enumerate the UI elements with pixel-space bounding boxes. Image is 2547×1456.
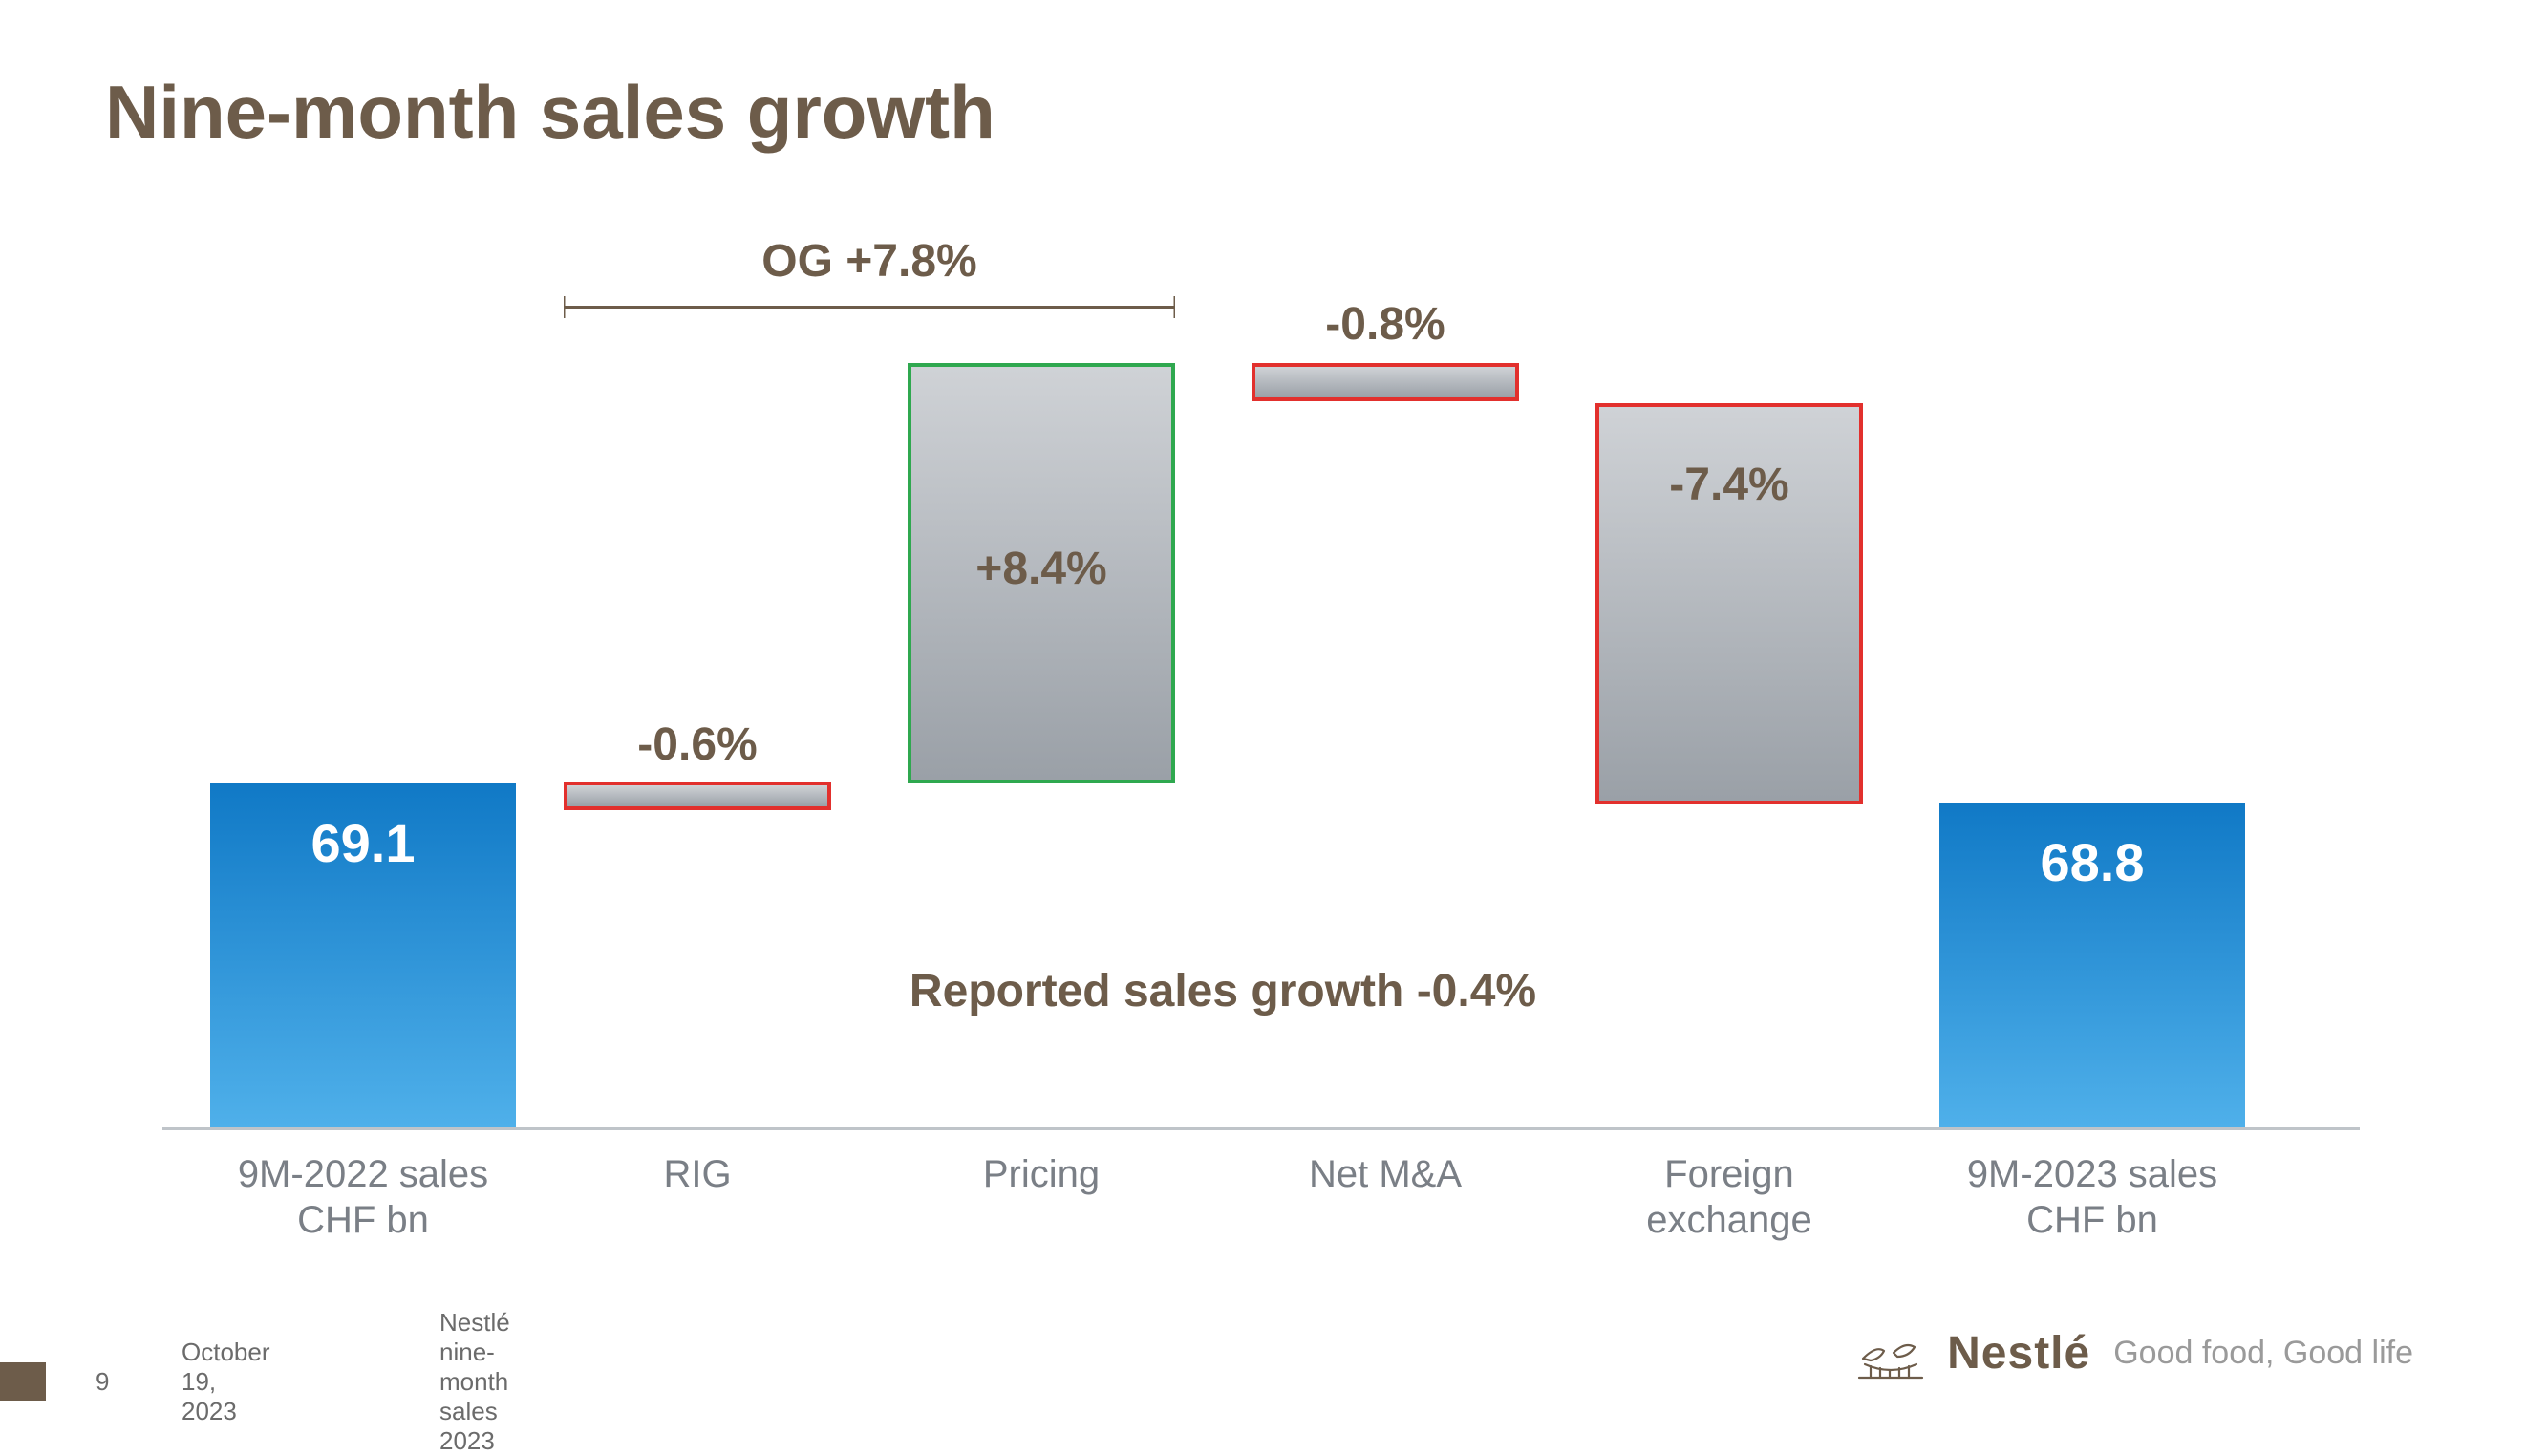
og-bracket: [564, 296, 1175, 318]
delta-label-netma: -0.8%: [1252, 298, 1519, 351]
bar-start: 69.1: [210, 783, 516, 1127]
category-label-rig: RIG: [564, 1151, 831, 1197]
slide-title: Nine-month sales growth: [105, 69, 995, 156]
delta-label-rig: -0.6%: [564, 718, 831, 771]
chart-baseline: [162, 1127, 2360, 1130]
nest-bird-icon: [1857, 1326, 1924, 1380]
delta-box-netma: [1252, 363, 1519, 401]
bar-end-value: 68.8: [1939, 831, 2245, 893]
og-bracket-label: OG +7.8%: [564, 235, 1175, 288]
footer-deck-title: Nestlé nine-month sales 2023: [439, 1308, 510, 1456]
brand-wordmark: Nestlé: [1947, 1327, 2090, 1380]
footer-date: October 19, 2023: [182, 1338, 270, 1426]
category-label-pricing: Pricing: [908, 1151, 1175, 1197]
footer-accent-bar: [0, 1362, 46, 1401]
delta-box-rig: [564, 782, 831, 810]
page-number: 9: [96, 1367, 109, 1397]
delta-label-pricing: +8.4%: [908, 543, 1175, 595]
brand-tagline: Good food, Good life: [2113, 1335, 2413, 1372]
category-label-fx: Foreign exchange: [1595, 1151, 1863, 1243]
bar-start-value: 69.1: [210, 812, 516, 874]
category-label-end: 9M-2023 sales CHF bn: [1939, 1151, 2245, 1243]
waterfall-chart: 69.1 68.8 -0.6% +8.4% -0.8% -7.4% OG +7.…: [162, 306, 2360, 1204]
bar-end: 68.8: [1939, 803, 2245, 1127]
brand-block: Nestlé Good food, Good life: [1857, 1326, 2413, 1380]
reported-growth-label: Reported sales growth -0.4%: [860, 965, 1586, 1017]
category-label-start: 9M-2022 sales CHF bn: [210, 1151, 516, 1243]
delta-label-fx: -7.4%: [1595, 459, 1863, 511]
category-label-netma: Net M&A: [1252, 1151, 1519, 1197]
